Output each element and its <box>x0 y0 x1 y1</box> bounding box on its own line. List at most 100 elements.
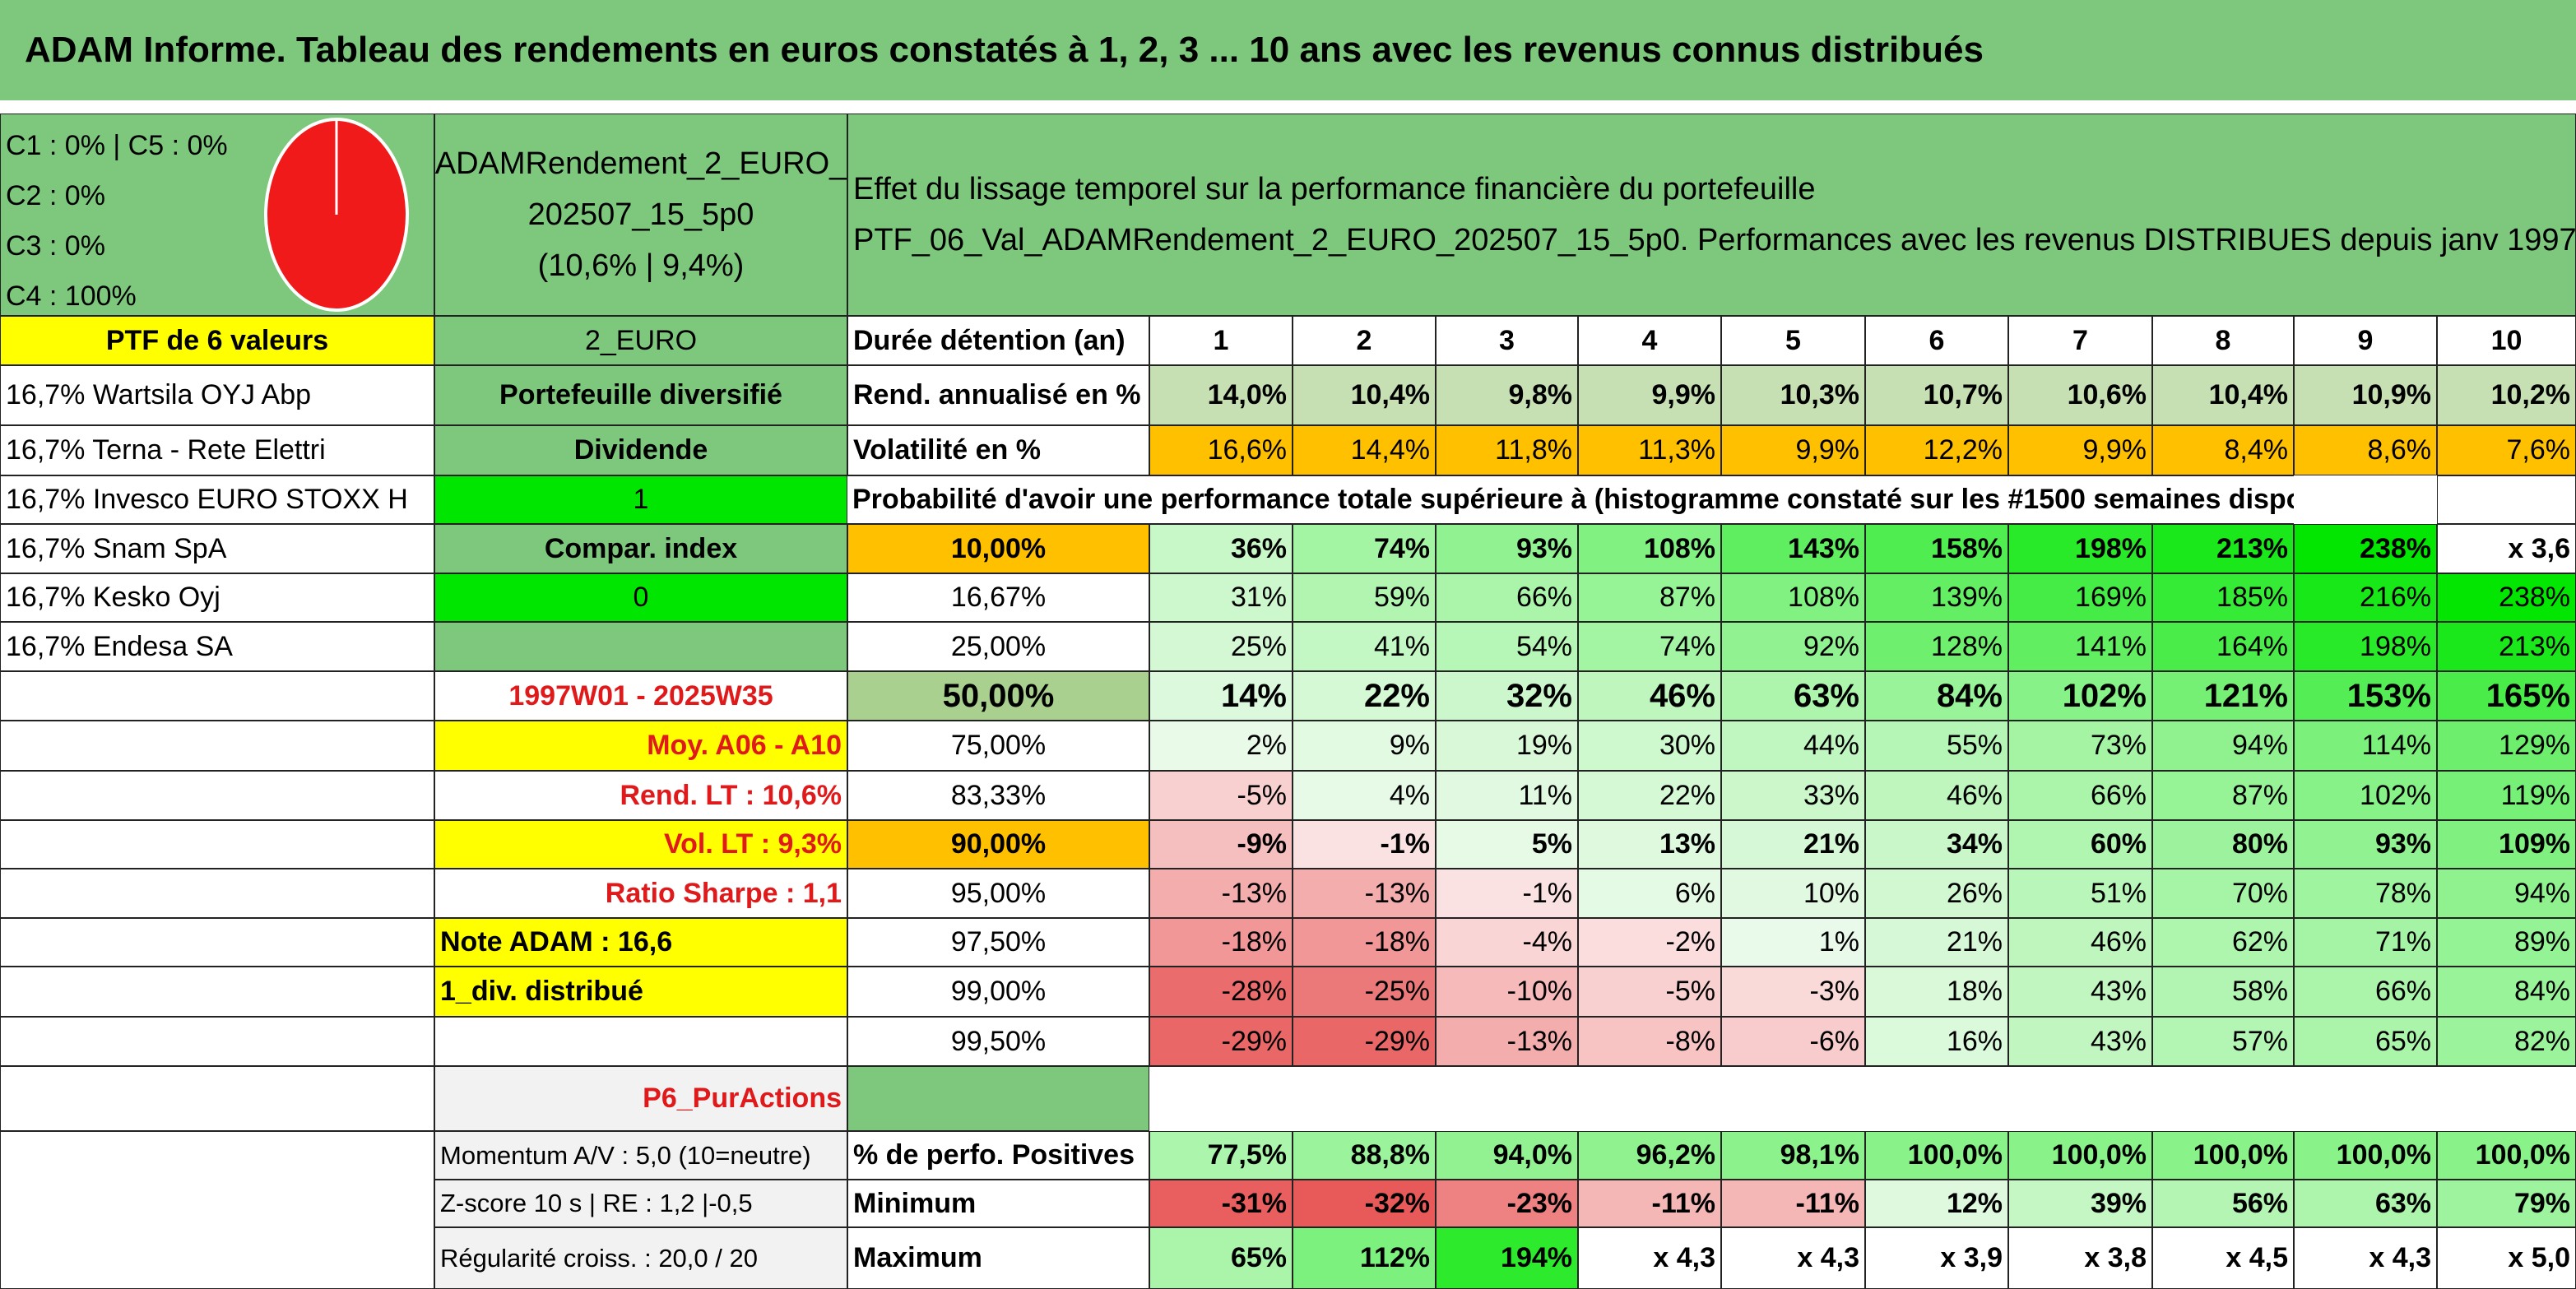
year-header: 7 <box>2008 316 2152 365</box>
prob-value: 63% <box>1721 671 1865 721</box>
prob-value: -3% <box>1721 967 1865 1017</box>
prob-threshold: 99,50% <box>847 1017 1149 1066</box>
prob-value: -5% <box>1149 771 1293 820</box>
prob-value: 13% <box>1578 820 1721 869</box>
empty-cell <box>847 1066 1149 1131</box>
prob-value: -13% <box>1436 1017 1578 1066</box>
prob-value: 74% <box>1293 524 1436 573</box>
prob-value: 18% <box>1865 967 2008 1017</box>
prob-value: 71% <box>2294 918 2437 967</box>
min-value: 79% <box>2437 1180 2576 1227</box>
prob-value: 34% <box>1865 820 2008 869</box>
rend-value: 9,8% <box>1436 365 1578 425</box>
prob-value: 46% <box>1578 671 1721 721</box>
prob-value: 143% <box>1721 524 1865 573</box>
prob-value: 74% <box>1578 622 1721 671</box>
prob-value: 31% <box>1149 573 1293 622</box>
vol-value: 11,8% <box>1436 425 1578 475</box>
prob-value: x 3,6 <box>2437 524 2576 573</box>
prob-value: -18% <box>1149 918 1293 967</box>
min-value: 63% <box>2294 1180 2437 1227</box>
prob-threshold: 95,00% <box>847 869 1149 918</box>
rend-lt-label: Rend. LT : 10,6% <box>434 771 847 820</box>
empty-cell <box>0 1131 434 1289</box>
dividende-label: Dividende <box>434 425 847 475</box>
momentum-label: Momentum A/V : 5,0 (10=neutre) <box>434 1131 847 1180</box>
empty-cell <box>0 967 434 1017</box>
prob-value: 213% <box>2437 622 2576 671</box>
prob-value: 44% <box>1721 721 1865 771</box>
prob-value: 78% <box>2294 869 2437 918</box>
prob-value: 87% <box>1578 573 1721 622</box>
min-value: 56% <box>2152 1180 2294 1227</box>
prob-value: -5% <box>1578 967 1721 1017</box>
effect-line: Effet du lissage temporel sur la perform… <box>853 172 1816 206</box>
prob-value: 4% <box>1293 771 1436 820</box>
min-value: 39% <box>2008 1180 2152 1227</box>
compar-value: 0 <box>434 573 847 622</box>
vol-value: 9,9% <box>1721 425 1865 475</box>
prob-value: 5% <box>1436 820 1578 869</box>
empty-cell <box>2437 475 2576 524</box>
pos-value: 100,0% <box>2294 1131 2437 1180</box>
prob-value: 65% <box>2294 1017 2437 1066</box>
prob-label: Probabilité d'avoir une performance tota… <box>847 475 2294 524</box>
max-value: x 5,0 <box>2437 1227 2576 1289</box>
prob-value: -2% <box>1578 918 1721 967</box>
vol-value: 11,3% <box>1578 425 1721 475</box>
prob-value: 73% <box>2008 721 2152 771</box>
prob-value: -1% <box>1293 820 1436 869</box>
prob-value: 128% <box>1865 622 2008 671</box>
prob-value: 9% <box>1293 721 1436 771</box>
max-value: x 4,3 <box>1721 1227 1865 1289</box>
pos-value: 98,1% <box>1721 1131 1865 1180</box>
dividende-value: 1 <box>434 475 847 524</box>
max-label: Maximum <box>847 1227 1149 1289</box>
prob-value: 43% <box>2008 1017 2152 1066</box>
prob-value: 30% <box>1578 721 1721 771</box>
holding-item: 16,7% Endesa SA <box>0 622 434 671</box>
prob-value: 185% <box>2152 573 2294 622</box>
prob-value: 84% <box>2437 967 2576 1017</box>
empty-cell <box>0 1066 434 1131</box>
prob-value: 198% <box>2008 524 2152 573</box>
year-header: 10 <box>2437 316 2576 365</box>
pos-value: 100,0% <box>1865 1131 2008 1180</box>
prob-value: 36% <box>1149 524 1293 573</box>
prob-value: 94% <box>2437 869 2576 918</box>
empty-cell <box>0 918 434 967</box>
vol-value: 9,9% <box>2008 425 2152 475</box>
holding-item: 16,7% Snam SpA <box>0 524 434 573</box>
prob-value: 141% <box>2008 622 2152 671</box>
prob-value: 19% <box>1436 721 1578 771</box>
empty-cell <box>434 622 847 671</box>
prob-value: 80% <box>2152 820 2294 869</box>
prob-value: 87% <box>2152 771 2294 820</box>
fund-name-line: 202507_15_5p0 <box>527 197 754 232</box>
class-line: C3 : 0% <box>6 230 105 262</box>
year-header: 2 <box>1293 316 1436 365</box>
prob-value: 21% <box>1865 918 2008 967</box>
prob-value: -29% <box>1149 1017 1293 1066</box>
vol-value: 8,4% <box>2152 425 2294 475</box>
prob-value: 62% <box>2152 918 2294 967</box>
prob-value: 198% <box>2294 622 2437 671</box>
prob-threshold: 97,50% <box>847 918 1149 967</box>
prob-value: 32% <box>1436 671 1578 721</box>
max-value: x 3,8 <box>2008 1227 2152 1289</box>
prob-value: -18% <box>1293 918 1436 967</box>
fund-name-box: ADAMRendement_2_EURO_ 202507_15_5p0 (10,… <box>434 114 847 316</box>
class-line: C1 : 0% | C5 : 0% <box>6 130 228 161</box>
pos-value: 96,2% <box>1578 1131 1721 1180</box>
empty-cell <box>0 721 434 771</box>
year-header: 6 <box>1865 316 2008 365</box>
prob-value: 22% <box>1578 771 1721 820</box>
max-value: x 4,3 <box>2294 1227 2437 1289</box>
prob-value: -25% <box>1293 967 1436 1017</box>
duree-label: Durée détention (an) <box>847 316 1149 365</box>
prob-value: 108% <box>1721 573 1865 622</box>
vol-value: 8,6% <box>2294 425 2437 475</box>
prob-value: 22% <box>1293 671 1436 721</box>
min-value: -23% <box>1436 1180 1578 1227</box>
